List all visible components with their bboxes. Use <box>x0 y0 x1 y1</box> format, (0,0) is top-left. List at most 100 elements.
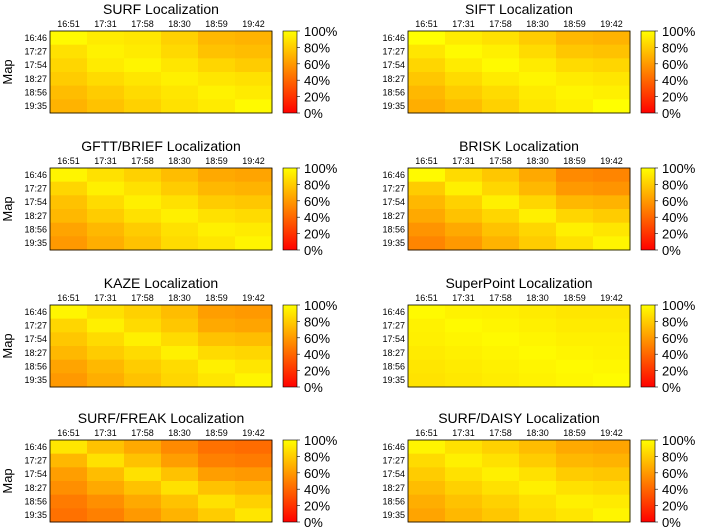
heatmap-cell <box>519 195 557 210</box>
y-tick-label: 18:27 <box>24 211 47 221</box>
heatmap-cell <box>556 181 594 196</box>
y-tick-label: 16:46 <box>24 33 47 43</box>
heatmap-cell <box>408 346 446 361</box>
colorbar-tick-label: 60% <box>304 466 330 481</box>
heatmap-cell <box>50 359 88 374</box>
x-tick-label: 16:51 <box>415 293 438 303</box>
colorbar-tick-label: 60% <box>662 331 688 346</box>
heatmap-cell <box>593 332 631 347</box>
heatmap-cell <box>235 85 273 100</box>
heatmap-cell <box>161 168 199 183</box>
heatmap-cell <box>161 440 199 455</box>
heatmap-cell <box>198 72 236 87</box>
colorbar-tick-label: 100% <box>304 161 338 176</box>
y-tick-label: 19:35 <box>24 101 47 111</box>
heatmap-cell <box>556 58 594 73</box>
heatmap-cell <box>445 305 483 320</box>
y-tick-label: 18:27 <box>382 211 405 221</box>
heatmap-cell <box>198 181 236 196</box>
heatmap-cell <box>445 44 483 59</box>
heatmap-cell <box>556 72 594 87</box>
heatmap-cell <box>519 318 557 333</box>
heatmap-cell <box>124 453 162 468</box>
heatmap-cell <box>235 494 273 509</box>
heatmap-cell <box>519 168 557 183</box>
colorbar-tick-label: 0% <box>662 106 681 121</box>
heatmap-cell <box>556 346 594 361</box>
heatmap-cell <box>124 346 162 361</box>
heatmap-cell <box>235 359 273 374</box>
heatmap-cell <box>408 209 446 224</box>
heatmap-cell <box>161 346 199 361</box>
colorbar <box>282 304 298 388</box>
heatmap-cell <box>235 346 273 361</box>
heatmap-cell <box>408 359 446 374</box>
heatmap-cell <box>408 481 446 496</box>
heatmap-cell <box>593 508 631 523</box>
x-tick-label: 18:30 <box>168 293 191 303</box>
heatmap-cell <box>161 359 199 374</box>
y-tick-label: 17:27 <box>382 321 405 331</box>
heatmap-cell <box>161 99 199 114</box>
heatmap-cell <box>124 373 162 388</box>
x-tick-label: 17:58 <box>131 156 154 166</box>
plot-frame <box>49 439 273 523</box>
heatmap-cell <box>198 359 236 374</box>
heatmap-cell <box>556 209 594 224</box>
heatmap-cell <box>519 332 557 347</box>
heatmap-cell <box>161 508 199 523</box>
heatmap-panel-2: SIFT Localization 16:51 17:31 17:58 18:30 18:… <box>382 1 695 121</box>
colorbar-tick-label: 0% <box>304 106 323 121</box>
colorbar-tick-label: 40% <box>662 73 688 88</box>
y-tick-label: 16:46 <box>382 442 405 452</box>
colorbar <box>640 304 656 388</box>
y-axis-label: Map <box>0 468 15 493</box>
heatmap-cell <box>593 195 631 210</box>
y-tick-label: 19:35 <box>382 510 405 520</box>
heatmap-cell <box>519 373 557 388</box>
heatmap-cell <box>445 72 483 87</box>
heatmap-cell <box>519 31 557 46</box>
heatmap-cell <box>445 508 483 523</box>
heatmap-cell <box>593 481 631 496</box>
heatmap-cell <box>198 195 236 210</box>
heatmap-cell <box>593 58 631 73</box>
x-tick-label: 16:51 <box>57 428 80 438</box>
x-tick-label: 17:31 <box>452 19 475 29</box>
colorbar-tick-label: 100% <box>304 298 338 313</box>
y-tick-label: 17:27 <box>382 184 405 194</box>
heatmap-cell <box>408 467 446 482</box>
heatmap-cell <box>482 99 520 114</box>
colorbar-tick-label: 0% <box>662 515 681 527</box>
heatmap-cell <box>124 494 162 509</box>
heatmap-cell <box>87 85 125 100</box>
heatmap-cell <box>408 99 446 114</box>
heatmap-cell <box>50 99 88 114</box>
heatmap-cell <box>482 85 520 100</box>
heatmap-cell <box>87 318 125 333</box>
colorbar-tick-label: 100% <box>662 161 696 176</box>
heatmap-cell <box>124 209 162 224</box>
y-tick-label: 16:46 <box>24 307 47 317</box>
heatmap-cell <box>408 453 446 468</box>
heatmap-panel-1: SURF Localization 16:51 17:31 17:58 18:30 18:… <box>0 1 338 121</box>
heatmap-cell <box>482 31 520 46</box>
heatmap-cell <box>235 31 273 46</box>
heatmap-cell <box>124 58 162 73</box>
heatmap-cell <box>235 467 273 482</box>
heatmap-cell <box>87 440 125 455</box>
heatmap-cell <box>519 508 557 523</box>
heatmap-cell <box>50 440 88 455</box>
heatmap-cell <box>482 440 520 455</box>
heatmap-cell <box>519 346 557 361</box>
x-tick-label: 18:59 <box>563 19 586 29</box>
heatmap-cell <box>87 209 125 224</box>
plot-frame <box>407 167 631 251</box>
heatmap-cell <box>235 332 273 347</box>
colorbar <box>640 167 656 251</box>
colorbar-tick-label: 0% <box>662 243 681 258</box>
colorbar-tick-label: 20% <box>662 227 688 242</box>
heatmap-cell <box>482 373 520 388</box>
x-tick-label: 19:42 <box>600 293 623 303</box>
x-tick-label: 19:42 <box>600 19 623 29</box>
